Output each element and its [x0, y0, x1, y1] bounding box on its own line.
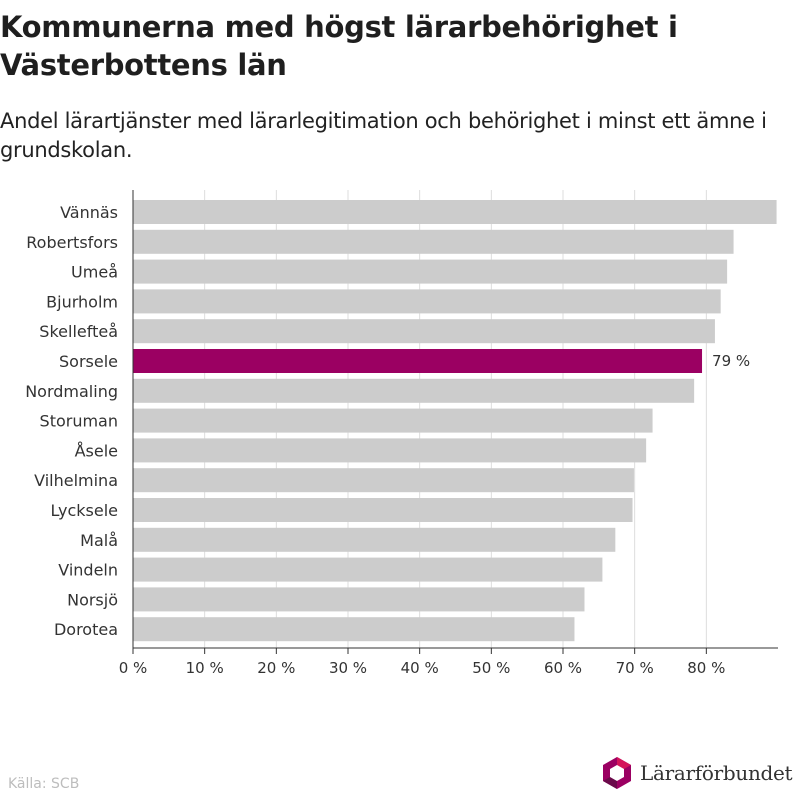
category-label: Dorotea	[54, 620, 118, 639]
bar	[133, 408, 653, 433]
source-note: Källa: SCB	[8, 776, 80, 792]
bar	[133, 289, 721, 314]
lararforbundet-logo-icon	[603, 757, 631, 789]
bar	[133, 229, 734, 254]
bar	[133, 349, 703, 373]
x-tick-label: 40 %	[401, 659, 439, 677]
bar	[133, 319, 715, 344]
x-tick-label: 80 %	[687, 659, 725, 677]
bar	[133, 259, 728, 284]
category-label: Storuman	[40, 412, 118, 431]
category-label: Sorsele	[59, 352, 118, 371]
category-label: Vilhelmina	[34, 471, 118, 490]
x-tick-label: 0 %	[119, 659, 148, 677]
bar	[133, 438, 647, 463]
x-tick-label: 70 %	[616, 659, 654, 677]
category-label: Vindeln	[58, 561, 118, 580]
category-label: Vännäs	[60, 203, 118, 222]
category-label: Umeå	[71, 263, 118, 282]
bar-chart: Vännäs Robertsfors Umeå Bjurholm Skellefteå S…	[25, 190, 778, 677]
chart-subtitle: Andel lärartjänster med lärarlegitimatio…	[0, 109, 767, 162]
category-label: Norsjö	[67, 590, 118, 609]
x-tick-label: 20 %	[257, 659, 295, 677]
logo-text: Lärarförbundet	[640, 761, 793, 785]
x-tick-label: 60 %	[544, 659, 582, 677]
x-tick-label: 50 %	[472, 659, 510, 677]
bar	[133, 617, 575, 642]
category-label: Robertsfors	[26, 233, 118, 252]
bar	[133, 498, 633, 522]
category-label: Malå	[80, 531, 118, 550]
bar	[133, 557, 603, 582]
category-label: Åsele	[75, 441, 118, 460]
bar	[133, 468, 634, 493]
brand-logo: Lärarförbundet	[600, 756, 793, 790]
category-label: Lycksele	[51, 501, 118, 520]
bar	[133, 527, 616, 552]
category-label: Bjurholm	[46, 292, 118, 311]
category-label: Nordmaling	[25, 382, 118, 401]
bar	[133, 378, 695, 403]
chart-title: Kommunerna med högst lärarbehörighet i V…	[0, 10, 678, 82]
data-label: 79 %	[712, 352, 750, 370]
bar	[133, 587, 585, 612]
x-tick-label: 30 %	[329, 659, 367, 677]
bar	[133, 200, 777, 224]
category-label: Skellefteå	[39, 322, 118, 341]
x-tick-label: 10 %	[186, 659, 224, 677]
